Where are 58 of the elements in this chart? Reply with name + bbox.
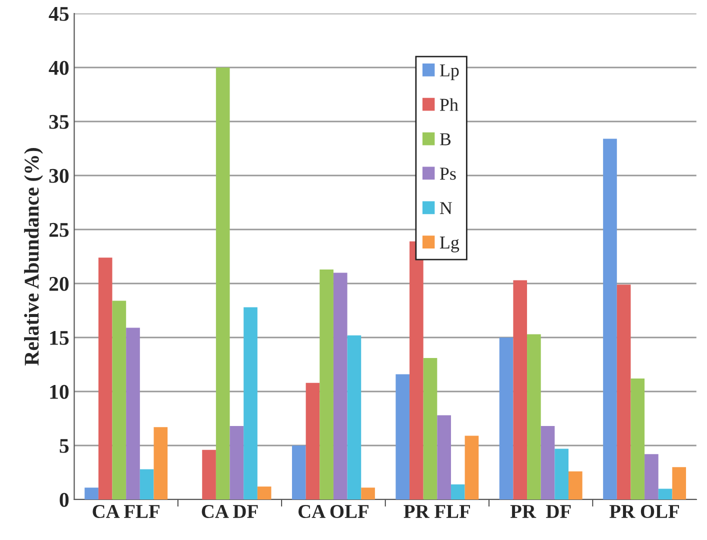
bar	[98, 258, 112, 500]
bar	[658, 488, 672, 500]
bar	[423, 358, 438, 500]
y-tick-label: 35	[49, 114, 69, 129]
legend-label: B	[440, 133, 451, 146]
bar	[361, 488, 375, 500]
bar	[292, 446, 306, 500]
y-tick-label: 5	[60, 439, 69, 453]
bar	[410, 241, 424, 500]
bar	[568, 471, 582, 500]
x-tick-label: CA FLF	[92, 504, 160, 518]
y-axis-title: Relative Abundance (%)	[24, 148, 43, 366]
x-tick-label: PR OLF	[610, 504, 679, 518]
bar	[257, 486, 272, 500]
bar	[126, 328, 140, 500]
bar	[230, 426, 244, 500]
bar	[202, 450, 216, 500]
bar	[616, 284, 631, 500]
y-tick-label: 25	[49, 222, 69, 237]
y-tick-label: 30	[49, 168, 69, 183]
x-tick-label: CA DF	[202, 504, 258, 518]
bar	[347, 335, 362, 500]
bar	[396, 374, 410, 500]
bar	[603, 138, 617, 500]
legend-label: Lp	[440, 64, 459, 80]
legend-label: Ph	[440, 98, 458, 111]
bar	[244, 307, 258, 500]
bar	[630, 378, 645, 500]
bar	[216, 68, 230, 500]
y-tick-label: 20	[49, 276, 69, 291]
bar	[672, 467, 686, 500]
bar	[554, 448, 569, 500]
bar	[112, 300, 126, 500]
bar	[499, 338, 514, 500]
bar	[464, 436, 479, 500]
y-tick-label: 45	[48, 7, 69, 21]
bar	[333, 272, 348, 500]
bar	[154, 427, 168, 500]
bar	[140, 469, 154, 500]
bar	[540, 426, 555, 500]
bar	[450, 484, 465, 500]
x-tick-label: CA OLF	[298, 504, 368, 518]
x-tick-label: PR FLF	[404, 505, 470, 518]
bar	[513, 280, 528, 500]
bar	[527, 334, 541, 500]
x-tick-label: PR DF	[510, 505, 571, 518]
y-tick-label: 40	[48, 60, 69, 75]
legend-label: Lg	[440, 236, 460, 252]
bar	[437, 415, 451, 500]
y-tick-label: 15	[50, 330, 69, 345]
y-tick-label: 10	[50, 384, 69, 399]
bar	[320, 269, 334, 500]
bar	[306, 382, 320, 500]
bar	[644, 454, 658, 500]
legend-label: Ps	[440, 168, 456, 180]
y-tick-label: 0	[60, 492, 69, 507]
legend-label: N	[440, 202, 452, 214]
bar	[84, 488, 98, 500]
